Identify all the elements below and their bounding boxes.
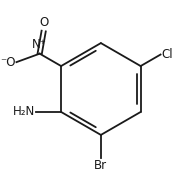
Text: N⁺: N⁺	[32, 38, 47, 51]
Text: Br: Br	[94, 159, 107, 172]
Text: O: O	[39, 16, 48, 29]
Text: H₂N: H₂N	[13, 105, 35, 119]
Text: ⁻O: ⁻O	[0, 56, 15, 69]
Text: Cl: Cl	[162, 48, 173, 61]
